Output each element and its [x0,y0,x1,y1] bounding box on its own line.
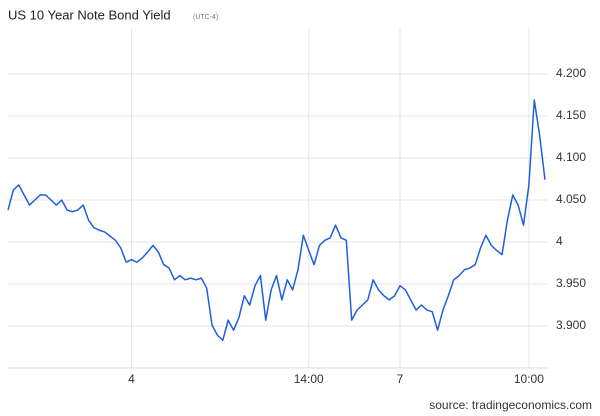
source-note: source: tradingeconomics.com [429,398,592,412]
y-tick-label: 4.150 [556,108,586,122]
y-tick-label: 4.200 [556,66,586,80]
price-line [7,99,546,342]
y-tick-label: 4 [556,234,563,248]
x-tick-label: 14:00 [294,372,324,386]
y-tick-label: 3.950 [556,276,586,290]
y-tick-label: 4.100 [556,150,586,164]
x-tick-label: 10:00 [514,372,544,386]
chart-subtitle: (UTC-4) [193,14,218,21]
y-tick-label: 4.050 [556,192,586,206]
y-tick-label: 3.900 [556,318,586,332]
x-tick-label: 4 [128,372,135,386]
x-tick-label: 7 [397,372,404,386]
chart-title: US 10 Year Note Bond Yield [8,7,171,22]
